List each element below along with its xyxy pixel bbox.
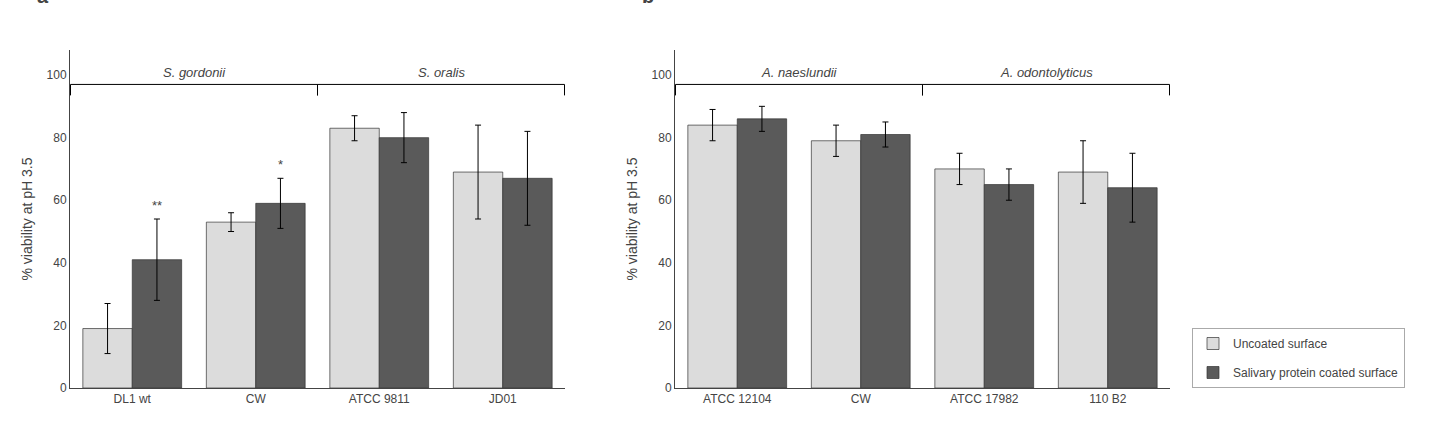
svg-text:60: 60 [53, 193, 67, 207]
svg-text:20: 20 [53, 319, 67, 333]
svg-text:60: 60 [658, 193, 672, 207]
svg-text:Salivary protein coated surfac: Salivary protein coated surface [1233, 366, 1398, 380]
svg-text:ATCC 12104: ATCC 12104 [703, 392, 772, 406]
svg-text:% viability at pH 3.5: % viability at pH 3.5 [19, 157, 35, 280]
svg-text:A. odontolyticus: A. odontolyticus [1000, 65, 1093, 80]
svg-text:**: ** [152, 198, 162, 213]
svg-text:40: 40 [53, 256, 67, 270]
svg-text:100: 100 [47, 68, 67, 82]
svg-text:80: 80 [658, 131, 672, 145]
svg-text:0: 0 [60, 381, 67, 395]
svg-text:a: a [37, 0, 49, 7]
svg-text:JD01: JD01 [489, 392, 517, 406]
svg-text:ATCC 17982: ATCC 17982 [950, 392, 1019, 406]
svg-text:A. naeslundii: A. naeslundii [761, 65, 838, 80]
svg-text:S. gordonii: S. gordonii [163, 65, 226, 80]
svg-text:40: 40 [658, 256, 672, 270]
svg-text:ATCC 9811: ATCC 9811 [349, 392, 410, 406]
svg-text:% viability at pH 3.5: % viability at pH 3.5 [624, 157, 640, 280]
svg-text:CW: CW [246, 392, 267, 406]
svg-text:*: * [278, 157, 283, 172]
svg-text:80: 80 [53, 131, 67, 145]
svg-text:DL1 wt: DL1 wt [114, 392, 152, 406]
svg-text:0: 0 [665, 381, 672, 395]
svg-text:b: b [642, 0, 654, 7]
svg-text:110 B2: 110 B2 [1089, 392, 1126, 406]
svg-text:S. oralis: S. oralis [418, 65, 465, 80]
svg-text:100: 100 [652, 68, 672, 82]
svg-text:20: 20 [658, 319, 672, 333]
svg-text:CW: CW [851, 392, 872, 406]
svg-text:Uncoated surface: Uncoated surface [1233, 337, 1327, 351]
